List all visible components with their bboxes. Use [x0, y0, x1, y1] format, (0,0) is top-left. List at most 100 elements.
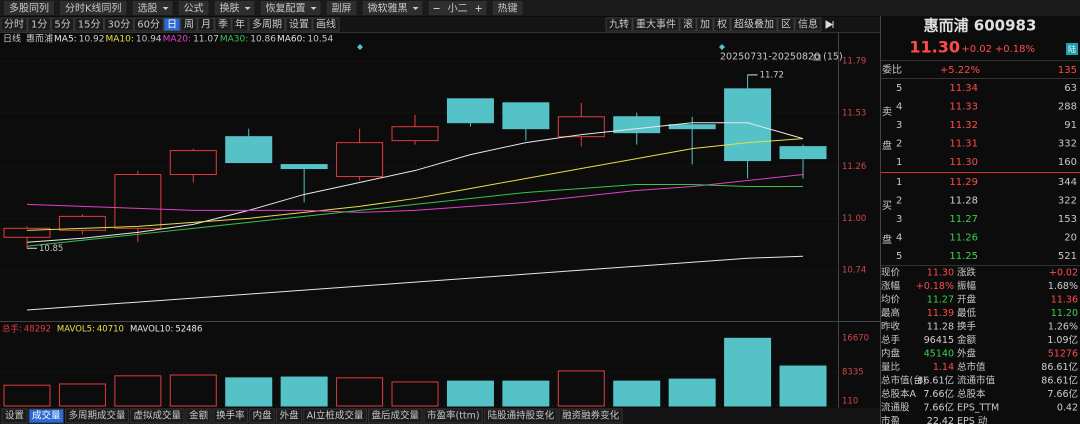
- toolbar-button-label[interactable]: 副屏: [332, 3, 352, 15]
- book-side-label: 盘: [882, 233, 892, 246]
- bottom-tab[interactable]: [276, 408, 303, 424]
- toolbar-button-label[interactable]: 小二: [448, 3, 468, 15]
- bottom-tab-label[interactable]: 市盈率(ttm): [427, 410, 480, 422]
- toolbar-button-label[interactable]: 微软雅黑: [368, 2, 408, 15]
- bottom-tab-label[interactable]: 外盘: [280, 410, 300, 422]
- tool-button-label[interactable]: 权: [717, 18, 727, 31]
- bottom-tab-label[interactable]: 虚拟成交量: [134, 410, 182, 422]
- period-tab[interactable]: [197, 17, 215, 32]
- tool-button-label[interactable]: 区: [781, 19, 791, 31]
- legend-ma-value: 10.92: [79, 35, 105, 45]
- bottom-tab[interactable]: [367, 408, 423, 424]
- period-tab-label[interactable]: 5分: [54, 19, 70, 31]
- period-tab-label[interactable]: 月: [201, 19, 211, 31]
- period-tab[interactable]: [180, 17, 198, 32]
- period-tab-label[interactable]: 画线: [316, 18, 336, 31]
- bottom-tab[interactable]: [1, 408, 28, 424]
- tool-button[interactable]: [794, 17, 822, 32]
- candle-body: [280, 164, 328, 170]
- period-tab[interactable]: [312, 17, 340, 32]
- period-tab[interactable]: [103, 17, 134, 32]
- tool-button[interactable]: [777, 17, 795, 32]
- bottom-tab-label[interactable]: 金额: [189, 410, 209, 422]
- bottom-tab[interactable]: [303, 408, 367, 424]
- tool-button-label[interactable]: 滚: [683, 18, 693, 31]
- period-tab-label[interactable]: 分时: [4, 19, 24, 31]
- bottom-tab[interactable]: [212, 408, 249, 424]
- bottom-tab[interactable]: [185, 408, 212, 424]
- period-tab[interactable]: [133, 17, 164, 32]
- bottom-tab-label[interactable]: 盘后成交量: [371, 410, 419, 422]
- period-tab[interactable]: [248, 17, 286, 32]
- period-tab[interactable]: [50, 17, 75, 32]
- toolbar-button[interactable]: [214, 1, 255, 15]
- bottom-tab[interactable]: [130, 408, 185, 424]
- toolbar-button-label[interactable]: 分时K线同列: [65, 2, 122, 15]
- bottom-tab-label[interactable]: 成交量: [32, 410, 61, 422]
- period-tab-label[interactable]: 1分: [31, 19, 47, 31]
- tool-button[interactable]: [696, 17, 714, 32]
- period-tab[interactable]: [74, 17, 104, 32]
- period-tab-label[interactable]: 季: [218, 19, 228, 31]
- toolbar-button-label[interactable]: 多股同列: [9, 2, 49, 15]
- bottom-tab-label[interactable]: 换手率: [216, 410, 245, 422]
- tool-button-label[interactable]: 加: [700, 19, 710, 31]
- tool-button[interactable]: [679, 17, 697, 32]
- bottom-tab-label[interactable]: 设置: [5, 411, 24, 422]
- toolbar-button[interactable]: [260, 1, 321, 15]
- period-tab-label[interactable]: 设置: [289, 19, 309, 31]
- tool-button-label[interactable]: 超级叠加: [734, 18, 774, 31]
- toolbar-button-label[interactable]: 公式: [184, 2, 204, 15]
- bottom-tab-label[interactable]: 融资融券变化: [562, 410, 620, 422]
- tool-button[interactable]: [605, 17, 633, 32]
- stat-label: 市盈: [881, 415, 901, 424]
- tool-button-label[interactable]: 重大事件: [636, 18, 676, 31]
- bottom-tab-label[interactable]: 内盘: [253, 410, 273, 422]
- toolbar-button-label[interactable]: 选股: [138, 2, 158, 15]
- period-tab-label[interactable]: 30分: [107, 19, 130, 31]
- toolbar-button[interactable]: [326, 1, 357, 15]
- period-tab-label[interactable]: 多周期: [252, 18, 282, 31]
- period-tab[interactable]: [231, 17, 249, 32]
- toolbar-button[interactable]: [492, 1, 523, 15]
- tool-button[interactable]: [730, 17, 778, 32]
- bottom-tab-label[interactable]: AI立桩成交量: [307, 410, 364, 422]
- toolbar-button[interactable]: [132, 1, 173, 15]
- period-tab[interactable]: [214, 17, 232, 32]
- stat-label: 最高: [881, 307, 900, 319]
- period-tab[interactable]: [27, 17, 51, 32]
- toolbar-button[interactable]: [4, 1, 54, 15]
- tool-button-label[interactable]: 信息: [798, 18, 818, 31]
- period-tab-label[interactable]: 年: [235, 18, 245, 31]
- bottom-tab[interactable]: [484, 408, 558, 424]
- period-tab[interactable]: [0, 17, 28, 32]
- bottom-tab[interactable]: [558, 408, 623, 424]
- bottom-tab-label[interactable]: 陆股通持股变化: [488, 410, 555, 422]
- toolbar-button-label[interactable]: 恢复配置: [266, 2, 306, 15]
- period-tab-label[interactable]: 15分: [78, 19, 101, 31]
- legend-ma-value: 11.07: [193, 35, 219, 45]
- bottom-tab-label[interactable]: 多周期成交量: [69, 410, 127, 422]
- stat-label: 金额: [957, 334, 977, 346]
- period-tab-label[interactable]: 周: [184, 19, 194, 31]
- tool-button[interactable]: [632, 17, 680, 32]
- bottom-tab[interactable]: [28, 408, 65, 424]
- toolbar-button[interactable]: [428, 1, 487, 15]
- bottom-tab[interactable]: [249, 408, 276, 424]
- period-tab-label[interactable]: 60分: [137, 19, 160, 31]
- stat-value: 11.20: [1051, 308, 1078, 319]
- bottom-tab[interactable]: [65, 408, 130, 424]
- toolbar-button[interactable]: [362, 1, 423, 15]
- volume-legend-value: 48292: [24, 325, 51, 335]
- period-tab-label[interactable]: 日: [167, 20, 177, 31]
- toolbar-button-label[interactable]: 换肤: [220, 2, 240, 15]
- toolbar-button[interactable]: [60, 1, 127, 15]
- stat-label: 开盘: [957, 294, 977, 306]
- tool-button-label[interactable]: 九转: [609, 18, 629, 31]
- toolbar-button-label[interactable]: 热键: [498, 2, 518, 15]
- toolbar-button[interactable]: [178, 1, 209, 15]
- bottom-tab[interactable]: [423, 408, 484, 424]
- period-tab[interactable]: [285, 17, 313, 32]
- period-tab[interactable]: [163, 17, 181, 32]
- tool-button[interactable]: [713, 17, 731, 32]
